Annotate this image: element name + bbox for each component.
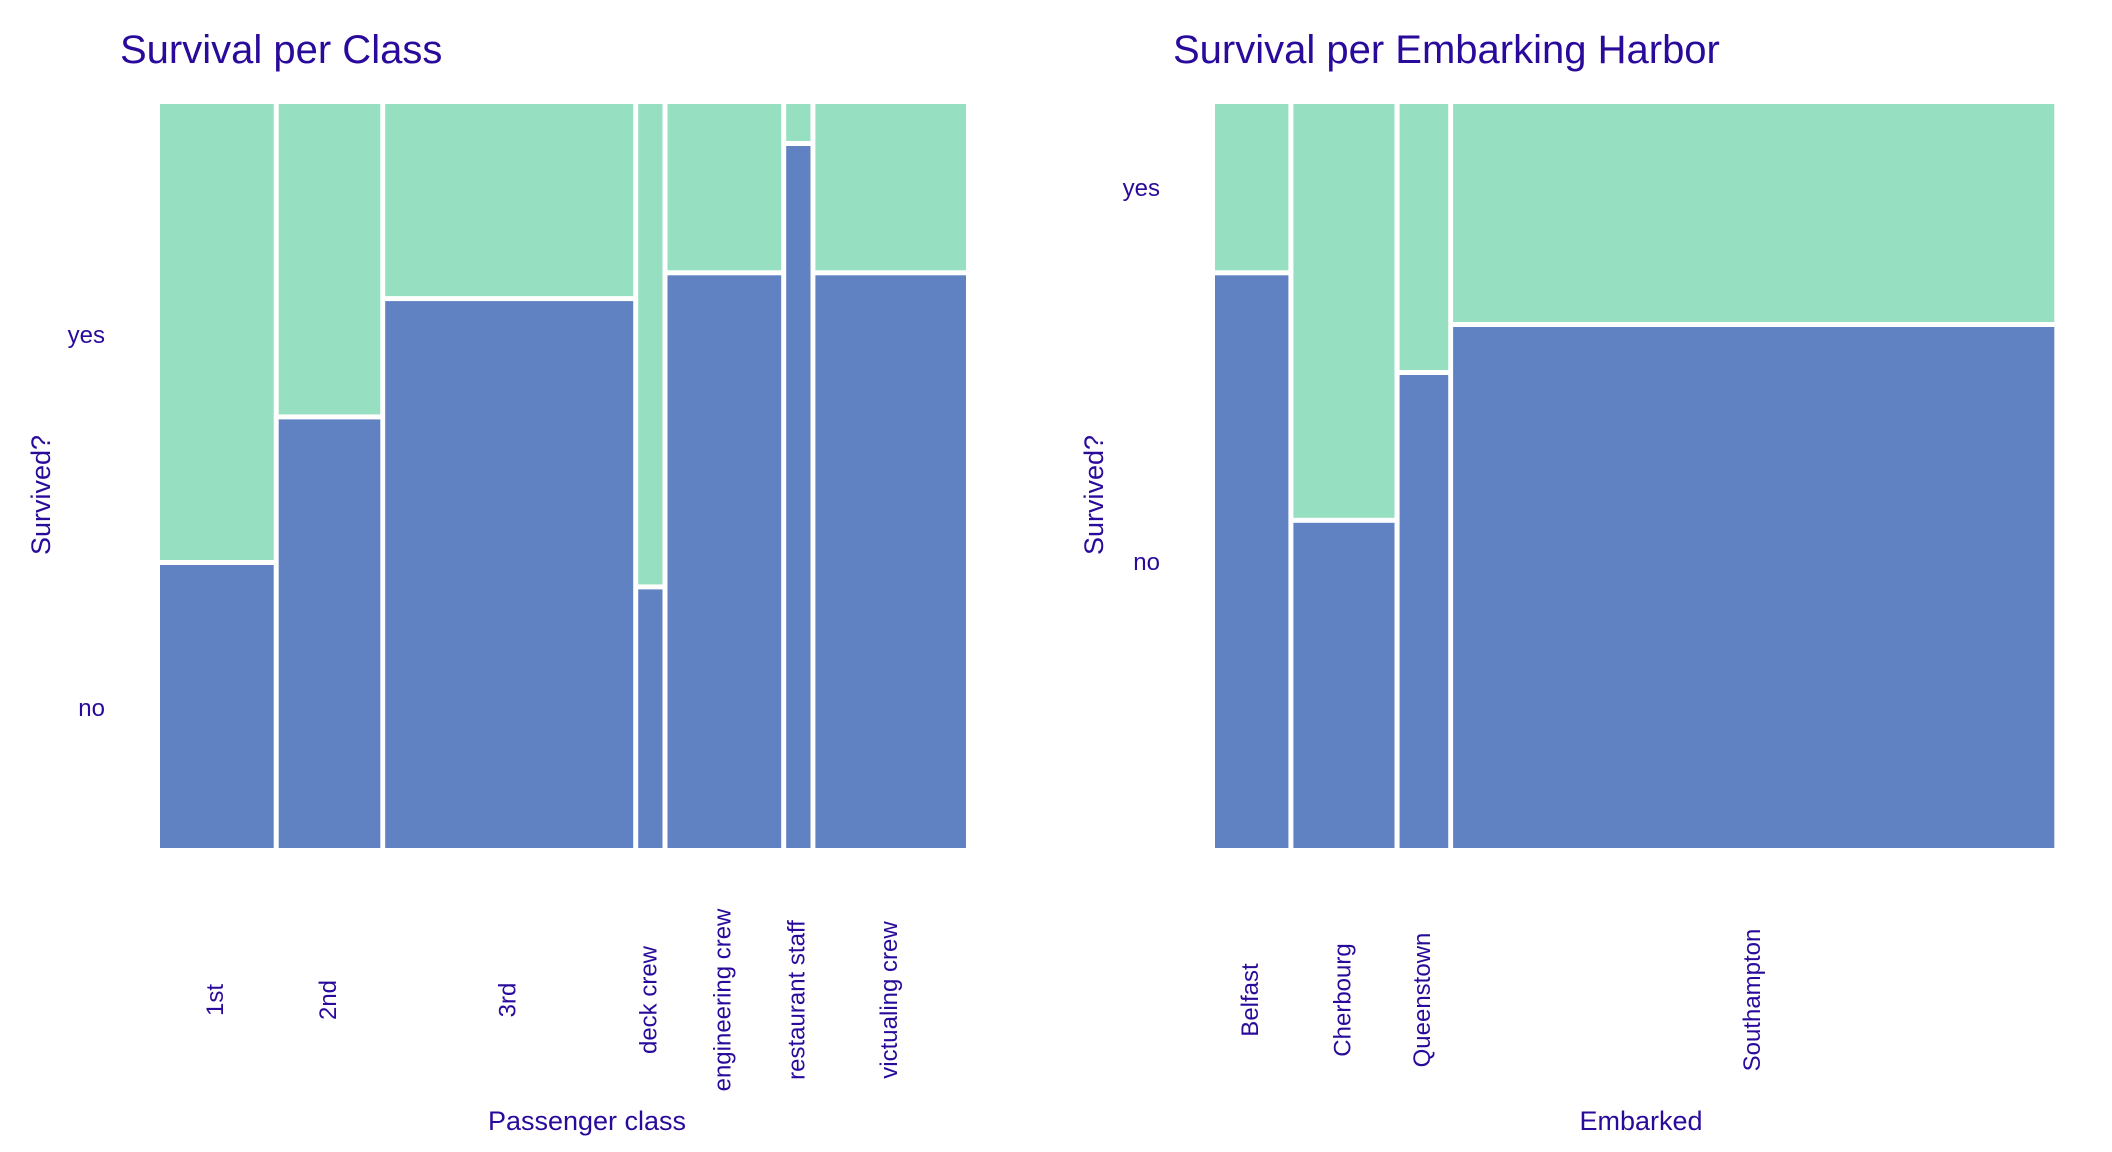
x-tick-label: engineering crew [710,908,737,1091]
tile-Belfast-yes [1215,104,1289,271]
tile-restaurant-staff-yes [786,104,811,141]
x-axis-title: Embarked [1579,1106,1702,1136]
x-ticks: 1st 2nd 3rd deck crew engineering crew restau… [202,908,903,1091]
x-tick-label: Queenstown [1409,933,1436,1068]
y-tick-no: no [78,695,105,722]
y-tick-yes: yes [1123,175,1160,202]
tile-2nd-no [278,419,381,848]
x-axis-title: Passenger class [488,1106,686,1136]
y-tick-no: no [1133,549,1160,576]
tile-Queenstown-yes [1399,104,1449,370]
x-tick-label: victualing crew [876,921,903,1079]
y-tick-yes: yes [68,322,105,349]
tile-Southampton-no [1453,327,2055,848]
tiles [160,104,966,849]
tile-deck-crew-no [638,589,663,848]
tile-Southampton-yes [1453,104,2055,322]
tile-2nd-yes [278,104,381,415]
tile-3rd-yes [385,104,634,297]
x-tick-label: restaurant staff [784,920,811,1080]
tile-Queenstown-no [1399,375,1449,848]
tile-victualing-crew-no [815,275,966,848]
tile-Belfast-no [1215,275,1289,848]
x-ticks: Belfast Cherbourg Queenstown Southampton [1237,929,1766,1072]
chart-panel-class: Survival per Class Survived? Passenger c… [26,28,966,1136]
x-tick-label: deck crew [636,945,663,1054]
tile-1st-no [160,565,274,848]
chart-title: Survival per Class [120,28,442,72]
x-tick-label: Southampton [1739,929,1766,1072]
tile-Cherbourg-yes [1293,104,1395,518]
x-tick-label: 2nd [315,980,342,1020]
x-tick-label: 1st [202,984,229,1016]
tile-restaurant-staff-no [786,146,811,848]
tile-deck-crew-yes [638,104,663,585]
tile-victualing-crew-yes [815,104,966,271]
x-tick-label: 3rd [495,983,522,1018]
tiles [1215,104,2055,848]
tile-engineering-crew-no [667,275,782,848]
x-tick-label: Belfast [1237,963,1264,1037]
chart-title: Survival per Embarking Harbor [1173,28,1720,72]
tile-1st-yes [160,104,274,560]
x-tick-label: Cherbourg [1329,943,1356,1056]
tile-engineering-crew-yes [667,104,782,271]
y-axis-title: Survived? [26,435,56,555]
chart-panel-harbor: Survival per Embarking Harbor Survived? … [1079,28,2055,1136]
tile-3rd-no [385,301,634,849]
y-axis-title: Survived? [1079,435,1109,555]
tile-Cherbourg-no [1293,522,1395,848]
